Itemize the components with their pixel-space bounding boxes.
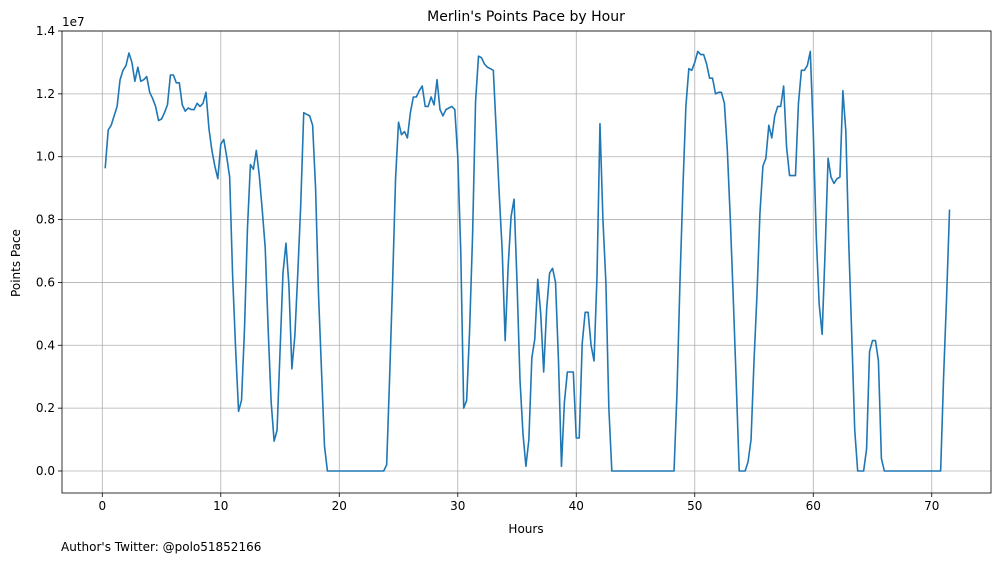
chart-title: Merlin's Points Pace by Hour — [427, 9, 625, 25]
x-tick-label: 0 — [98, 499, 106, 513]
y-tick-label: 1.0 — [36, 150, 55, 164]
y-tick-label: 0.8 — [36, 213, 55, 227]
y-tick-label: 0.0 — [36, 464, 55, 478]
x-tick-label: 50 — [687, 499, 702, 513]
series-line-points-pace — [104, 50, 951, 472]
y-tick-label: 0.6 — [36, 275, 55, 289]
y-scale-multiplier: 1e7 — [62, 15, 85, 29]
x-tick-label: 40 — [569, 499, 584, 513]
grid-lines — [62, 30, 991, 493]
series-layer — [104, 50, 951, 472]
y-axis: 0.0 0.2 0.4 0.6 0.8 1.0 1.2 1.4 — [36, 24, 62, 478]
x-tick-label: 20 — [332, 499, 347, 513]
x-tick-label: 60 — [806, 499, 821, 513]
y-tick-label: 0.4 — [36, 338, 55, 352]
x-axis-label: Hours — [508, 522, 543, 536]
y-tick-label: 1.2 — [36, 87, 55, 101]
x-axis: 0 10 20 30 40 50 60 70 — [98, 493, 939, 513]
x-tick-label: 70 — [924, 499, 939, 513]
plot-frame — [61, 30, 992, 494]
x-tick-label: 30 — [450, 499, 465, 513]
y-tick-label: 0.2 — [36, 401, 55, 415]
x-tick-label: 10 — [213, 499, 228, 513]
y-tick-label: 1.4 — [36, 24, 55, 38]
y-axis-label: Points Pace — [9, 229, 23, 297]
author-credit: Author's Twitter: @polo51852166 — [61, 540, 261, 554]
